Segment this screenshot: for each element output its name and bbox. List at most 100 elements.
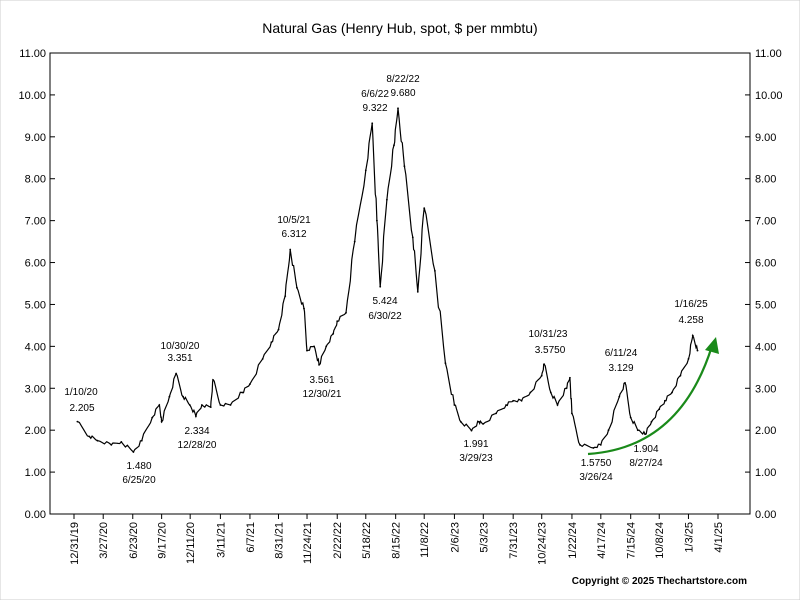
annotation-date: 8/22/22 bbox=[386, 74, 420, 85]
data-point bbox=[188, 404, 191, 406]
x-tick-label: 3/27/20 bbox=[98, 522, 110, 559]
annotation-value: 3.5750 bbox=[535, 345, 566, 356]
y-tick-label-right: 8.00 bbox=[755, 174, 776, 186]
x-tick-label: 5/18/22 bbox=[361, 522, 373, 559]
data-point bbox=[303, 307, 305, 310]
data-point bbox=[376, 219, 378, 222]
data-point bbox=[175, 372, 178, 375]
data-points bbox=[76, 107, 699, 453]
data-point bbox=[325, 345, 328, 348]
data-point bbox=[592, 447, 595, 449]
y-axis-left: 0.00 1.00 2.00 3.00 4.00 5.00 6.00 7.00 8.00 9.00… bbox=[18, 48, 55, 521]
x-tick-label: 8/31/21 bbox=[273, 522, 285, 559]
copyright-text: Copyright © 2025 Thechartstore.com bbox=[572, 576, 747, 587]
y-tick-label-right: 3.00 bbox=[755, 383, 776, 395]
data-point bbox=[470, 429, 473, 432]
data-point bbox=[624, 382, 626, 384]
data-point bbox=[644, 433, 646, 436]
x-tick-label: 9/17/20 bbox=[157, 522, 169, 559]
y-tick-label-right: 9.00 bbox=[755, 132, 776, 144]
data-point bbox=[393, 144, 395, 147]
data-point bbox=[160, 420, 163, 423]
x-tick-label: 7/15/24 bbox=[626, 522, 638, 559]
y-tick-label-left: 9.00 bbox=[25, 132, 46, 144]
data-point bbox=[696, 349, 699, 352]
data-point bbox=[151, 416, 154, 419]
x-tick-label: 12/31/19 bbox=[69, 522, 81, 565]
data-point bbox=[658, 408, 661, 411]
data-point bbox=[261, 358, 264, 360]
data-point bbox=[241, 391, 244, 394]
annotation-date: 6/30/22 bbox=[368, 311, 402, 322]
y-tick-label-left: 10.00 bbox=[18, 90, 46, 102]
annotation-value: 2.205 bbox=[69, 403, 94, 414]
data-point bbox=[158, 404, 161, 406]
data-point bbox=[332, 332, 335, 335]
annotation-date: 12/28/20 bbox=[178, 440, 217, 451]
data-point bbox=[434, 270, 436, 272]
y-tick-label-left: 7.00 bbox=[25, 216, 46, 228]
trend-arrow bbox=[587, 337, 719, 456]
data-point bbox=[289, 248, 292, 251]
data-point bbox=[168, 395, 171, 398]
data-point bbox=[459, 420, 462, 423]
y-tick-label-right: 2.00 bbox=[755, 425, 776, 437]
annotation-value: 1.904 bbox=[633, 444, 658, 455]
plot-frame bbox=[49, 52, 751, 515]
data-point bbox=[306, 349, 308, 352]
annotation-value: 3.351 bbox=[167, 353, 192, 364]
data-point bbox=[691, 334, 694, 337]
data-point bbox=[505, 404, 507, 406]
x-axis: 12/31/19 3/27/20 6/23/20 9/17/20 12/11/20 3/1… bbox=[69, 514, 725, 565]
data-point bbox=[76, 420, 79, 423]
data-point bbox=[209, 406, 212, 408]
data-point bbox=[512, 399, 515, 402]
x-tick-label: 10/24/23 bbox=[537, 522, 549, 565]
data-point bbox=[110, 444, 113, 446]
data-point bbox=[120, 441, 123, 443]
y-tick-label-left: 5.00 bbox=[25, 299, 46, 311]
data-point bbox=[371, 122, 374, 125]
annotation-value: 9.680 bbox=[390, 88, 415, 99]
data-point bbox=[529, 391, 532, 394]
annotation-date: 8/27/24 bbox=[629, 458, 663, 469]
y-tick-label-left: 0.00 bbox=[25, 509, 46, 521]
data-point bbox=[444, 362, 447, 364]
data-point bbox=[671, 391, 673, 394]
y-tick-label-left: 3.00 bbox=[25, 383, 46, 395]
data-point bbox=[482, 423, 485, 425]
trend-arrow-path bbox=[587, 345, 714, 456]
data-point bbox=[543, 363, 545, 366]
data-point bbox=[88, 435, 91, 438]
annotation-value: 1.480 bbox=[126, 461, 151, 472]
data-point bbox=[636, 429, 639, 432]
data-point bbox=[664, 399, 666, 402]
data-point bbox=[687, 358, 690, 360]
annotation-date: 3/29/23 bbox=[459, 453, 493, 464]
x-tick-label: 3/11/21 bbox=[215, 522, 227, 558]
data-point bbox=[478, 420, 480, 423]
annotation-date: 12/30/21 bbox=[303, 389, 342, 400]
data-point bbox=[549, 391, 552, 394]
annotation-date: 3/26/24 bbox=[579, 472, 613, 483]
y-tick-label-left: 8.00 bbox=[25, 174, 46, 186]
annotation-date: 10/31/23 bbox=[529, 329, 568, 340]
data-point bbox=[411, 236, 414, 239]
y-tick-label-left: 2.00 bbox=[25, 425, 46, 437]
annotation-value: 2.334 bbox=[184, 426, 209, 437]
annotation-date: 10/5/21 bbox=[277, 215, 311, 226]
x-tick-label: 5/3/23 bbox=[478, 522, 490, 553]
data-point bbox=[379, 285, 382, 288]
x-tick-label: 1/3/25 bbox=[683, 522, 695, 553]
y-tick-label-right: 0.00 bbox=[755, 509, 776, 521]
y-tick-label-left: 4.00 bbox=[25, 341, 46, 353]
data-point bbox=[296, 286, 298, 289]
data-point bbox=[599, 444, 602, 446]
data-point bbox=[565, 387, 568, 390]
x-tick-label: 2/22/22 bbox=[332, 522, 344, 559]
data-point bbox=[397, 107, 399, 110]
annotation-date: 1/10/20 bbox=[64, 387, 98, 398]
y-tick-label-right: 6.00 bbox=[755, 258, 776, 270]
